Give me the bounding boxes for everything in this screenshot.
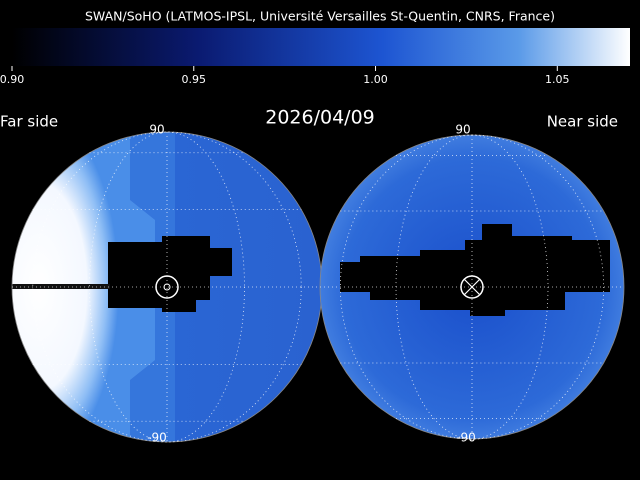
sun-marker [163,283,171,291]
meridian [32,131,302,443]
antisun-marker [463,278,481,296]
grid [12,131,322,443]
meridian [89,131,245,443]
far-side-map [12,132,322,442]
colorbar-tick-label: 0.90 [0,73,24,86]
colorbar [12,28,630,66]
pole-label: 90 [149,123,164,137]
pole-label: -90 [456,431,476,445]
meridian [395,134,549,440]
colorbar-ticks: 0.90 0.95 1.00 1.05 [0,66,570,86]
panel-label: Near side [547,113,618,131]
pole-label: 90 [455,123,470,137]
colorbar-tick-label: 1.00 [363,73,388,86]
panel-label: Far side [0,113,58,131]
date: 2026/04/09 [265,107,375,129]
pole-label: -90 [147,431,167,445]
meridian [339,134,605,440]
sun-marker [155,275,179,299]
colorbar-tick-label: 0.95 [182,73,207,86]
antisun-marker [460,275,484,299]
colorbar-tick-label: 1.05 [545,73,570,86]
title: SWAN/SoHO (LATMOS-IPSL, Université Versa… [85,9,555,24]
